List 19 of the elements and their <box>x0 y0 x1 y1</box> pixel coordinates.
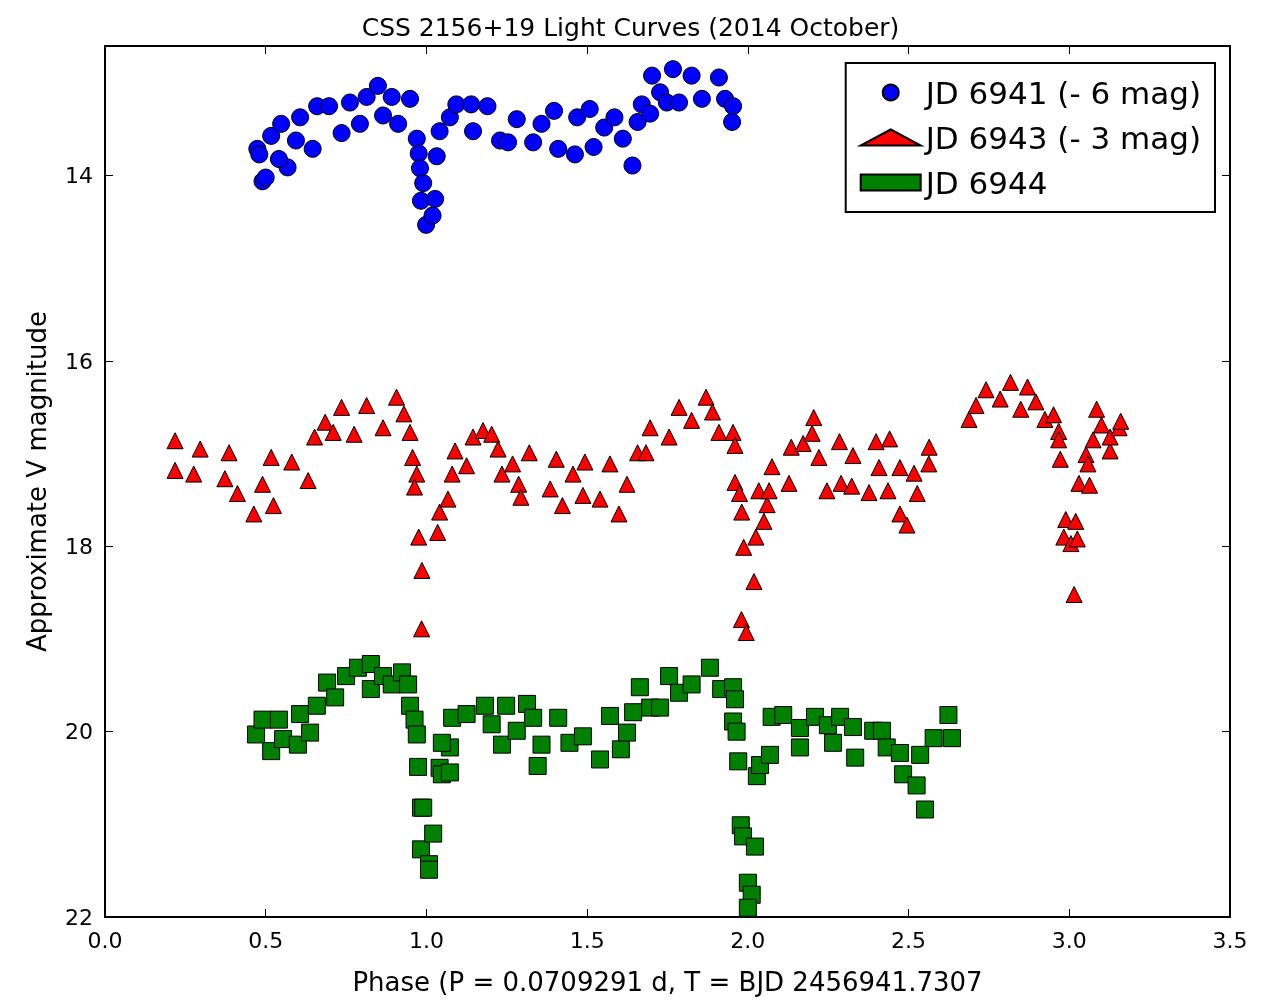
x-tick-label: 2.0 <box>730 927 766 953</box>
y-axis-title: Approximate V magnitude <box>22 310 52 653</box>
x-tick-label: 0.5 <box>248 927 284 953</box>
legend-label: JD 6943 (- 3 mag) <box>923 119 1202 156</box>
y-tick-label: 18 <box>65 533 93 559</box>
x-tick-label: 2.5 <box>891 927 927 953</box>
x-axis-title: Phase (P = 0.0709291 d, T = BJD 2456941.7307 <box>352 967 983 997</box>
x-tick-label: 1.5 <box>569 927 605 953</box>
x-tick-label: 0.0 <box>87 927 123 953</box>
legend-label: JD 6944 <box>923 164 1048 201</box>
y-tick-label: 16 <box>65 348 93 374</box>
legend-label: JD 6941 (- 6 mag) <box>923 74 1202 111</box>
x-tick-label: 3.0 <box>1051 927 1087 953</box>
y-tick-label: 14 <box>65 163 93 189</box>
y-tick-label: 20 <box>65 719 93 745</box>
y-tick-label: 22 <box>65 904 93 930</box>
x-tick-label: 1.0 <box>408 927 444 953</box>
chart-title: CSS 2156+19 Light Curves (2014 October) <box>361 13 900 42</box>
x-tick-label: 3.5 <box>1212 927 1248 953</box>
